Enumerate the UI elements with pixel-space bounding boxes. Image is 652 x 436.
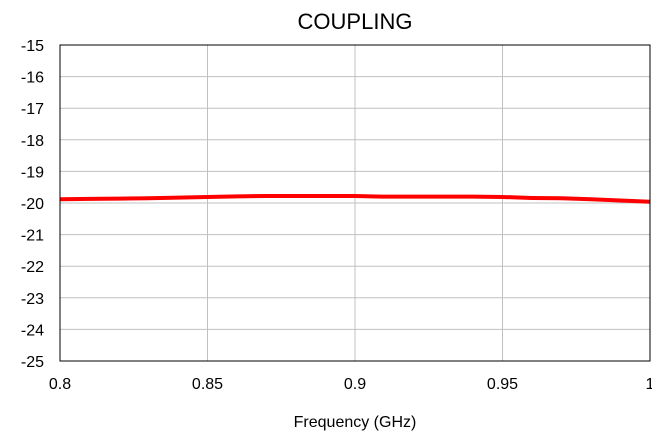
y-tick-label: -18 [21,133,44,150]
x-axis-label: Frequency (GHz) [294,414,417,431]
x-tick-label: 0.95 [487,376,518,393]
grid-layer [59,44,651,362]
y-tick-label: -25 [21,354,44,371]
y-tick-label: -16 [21,70,44,87]
y-tick-label: -15 [21,38,44,55]
y-tick-label: -21 [21,228,44,245]
y-tick-labels: -15 -16 -17 -18 -19 -20 -21 -22 -23 -24 -25 [21,38,44,371]
y-tick-label: -24 [21,322,44,339]
x-tick-label: 1 [646,376,652,393]
plot-frame [59,44,651,362]
x-tick-label: 0.8 [49,376,71,393]
y-tick-label: -19 [21,164,44,181]
y-tick-label: -17 [21,101,44,118]
x-tick-label: 0.85 [192,376,223,393]
x-tick-labels: 0.8 0.85 0.9 0.95 1 [49,376,652,393]
y-tick-label: -20 [21,196,44,213]
x-tick-label: 0.9 [344,376,366,393]
y-tick-label: -22 [21,259,44,276]
chart-title: COUPLING [298,9,413,34]
y-tick-label: -23 [21,291,44,308]
series-layer [59,194,651,204]
series-line [59,194,651,204]
